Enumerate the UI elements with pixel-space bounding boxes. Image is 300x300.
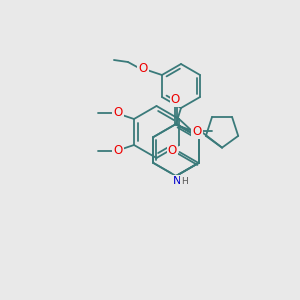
Text: O: O xyxy=(192,125,202,138)
Text: O: O xyxy=(138,61,148,74)
Text: O: O xyxy=(168,143,177,157)
Text: N: N xyxy=(173,176,181,186)
Text: O: O xyxy=(170,93,180,106)
Text: O: O xyxy=(113,145,123,158)
Text: H: H xyxy=(181,176,188,185)
Text: O: O xyxy=(113,106,123,119)
